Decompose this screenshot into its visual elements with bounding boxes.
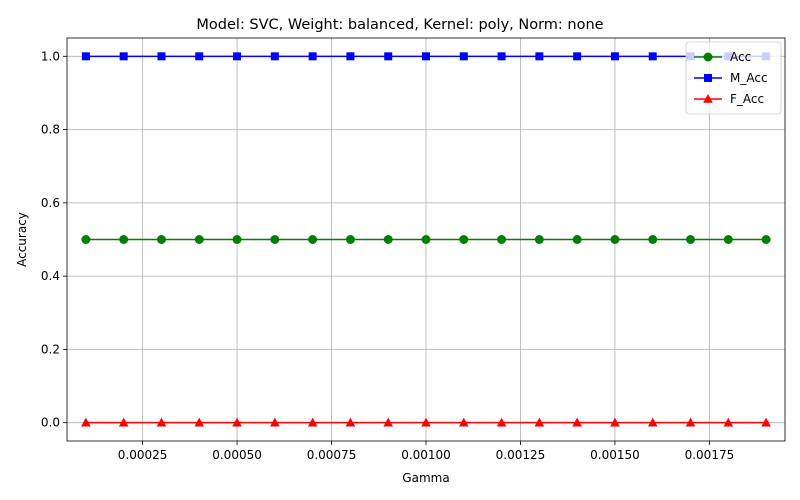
series-acc xyxy=(81,235,771,244)
data-point-f-acc xyxy=(194,417,205,427)
data-point-m-acc xyxy=(384,52,393,61)
data-point-f-acc xyxy=(156,417,167,427)
data-point-m-acc xyxy=(346,52,355,61)
y-tick-label: 0.6 xyxy=(41,196,60,210)
data-point-acc xyxy=(232,235,242,244)
data-point-f-acc xyxy=(496,417,507,427)
legend-label-m-acc: M_Acc xyxy=(730,71,768,85)
legend-marker-m-acc xyxy=(704,74,712,82)
data-point-f-acc xyxy=(270,417,280,427)
x-tick-label: 0.00050 xyxy=(212,448,262,462)
data-point-m-acc xyxy=(81,52,90,61)
data-point-f-acc xyxy=(232,417,242,427)
data-point-acc xyxy=(119,235,129,244)
legend: Acc M_Acc F_Acc xyxy=(685,41,782,115)
data-point-f-acc xyxy=(685,417,696,427)
data-point-f-acc xyxy=(723,417,734,427)
data-point-m-acc xyxy=(119,52,128,61)
y-tick-label: 0.4 xyxy=(41,269,60,283)
data-point-m-acc xyxy=(233,52,242,61)
data-point-m-acc xyxy=(497,52,506,61)
data-point-f-acc xyxy=(81,417,91,427)
y-tick-label: 0.8 xyxy=(41,123,60,137)
data-point-acc xyxy=(156,235,166,244)
data-point-acc xyxy=(648,235,658,244)
data-point-m-acc xyxy=(308,52,317,61)
x-tick-label: 0.00075 xyxy=(307,448,357,462)
data-point-m-acc xyxy=(422,52,430,61)
axes: 0.00025 0.00050 0.00075 0.00100 0.00125 0.001… xyxy=(41,49,734,462)
data-point-acc xyxy=(345,235,355,244)
data-point-acc xyxy=(610,235,620,244)
data-point-m-acc xyxy=(610,52,619,61)
series-m-acc xyxy=(81,52,771,61)
data-point-f-acc xyxy=(761,417,771,427)
legend-marker-acc xyxy=(703,52,713,62)
data-point-f-acc xyxy=(421,417,431,427)
chart-title: Model: SVC, Weight: balanced, Kernel: po… xyxy=(196,17,603,33)
data-point-m-acc xyxy=(157,52,166,61)
data-point-f-acc xyxy=(307,417,318,427)
y-tick-label: 1.0 xyxy=(41,49,60,63)
data-point-acc xyxy=(572,235,582,244)
x-axis-label: Gamma xyxy=(402,471,449,485)
y-tick-label: 0.0 xyxy=(41,416,60,430)
data-point-m-acc xyxy=(648,52,657,61)
data-point-acc xyxy=(421,235,431,244)
data-point-f-acc xyxy=(572,417,582,427)
data-point-f-acc xyxy=(534,417,545,427)
series-layer xyxy=(81,52,771,427)
data-point-acc xyxy=(194,235,204,244)
data-point-f-acc xyxy=(647,417,658,427)
data-point-acc xyxy=(383,235,393,244)
data-point-acc xyxy=(459,235,469,244)
data-point-acc xyxy=(497,235,507,244)
x-tick-label: 0.00125 xyxy=(496,448,546,462)
legend-label-f-acc: F_Acc xyxy=(730,92,764,106)
data-point-f-acc xyxy=(610,417,620,427)
data-point-m-acc xyxy=(270,52,279,61)
x-tick-label: 0.00100 xyxy=(401,448,451,462)
data-point-f-acc xyxy=(383,417,394,427)
legend-entry-acc: Acc xyxy=(694,50,751,64)
data-point-acc xyxy=(270,235,280,244)
data-point-f-acc xyxy=(458,417,469,427)
series-f-acc xyxy=(81,417,771,427)
data-point-acc xyxy=(761,235,771,244)
data-point-m-acc xyxy=(535,52,544,61)
data-point-f-acc xyxy=(118,417,129,427)
data-point-m-acc xyxy=(573,52,582,61)
y-tick-label: 0.2 xyxy=(41,342,60,356)
legend-entry-f-acc: F_Acc xyxy=(694,92,764,106)
data-point-m-acc xyxy=(195,52,204,61)
data-point-acc xyxy=(308,235,318,244)
legend-entry-m-acc: M_Acc xyxy=(694,71,768,85)
legend-marker-f-acc xyxy=(703,94,713,103)
data-point-acc xyxy=(534,235,544,244)
data-point-m-acc xyxy=(459,52,468,61)
y-axis-label: Accuracy xyxy=(15,212,29,267)
data-point-acc xyxy=(686,235,696,244)
x-tick-label: 0.00150 xyxy=(590,448,640,462)
data-point-acc xyxy=(81,235,91,244)
data-point-f-acc xyxy=(345,417,356,427)
x-tick-label: 0.00175 xyxy=(685,448,735,462)
legend-label-acc: Acc xyxy=(730,50,751,64)
x-tick-label: 0.00025 xyxy=(118,448,168,462)
data-point-acc xyxy=(723,235,733,244)
